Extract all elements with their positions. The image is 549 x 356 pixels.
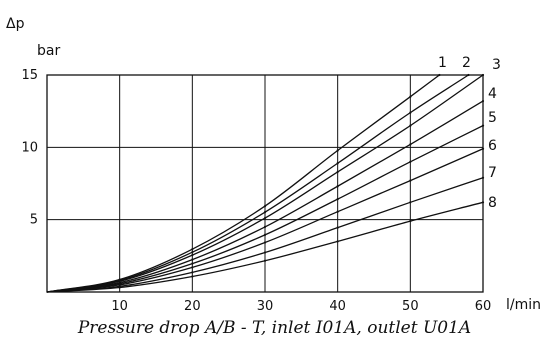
tick-labels: 10 20 30 40 50 60 5 10 15 — [21, 68, 491, 314]
data-point — [481, 124, 485, 127]
data-point — [481, 99, 485, 103]
data-point — [191, 266, 194, 269]
x-tick-label: 60 — [475, 299, 492, 314]
data-point — [409, 111, 412, 114]
data-point — [481, 176, 485, 179]
data-point — [263, 204, 267, 208]
data-point — [263, 241, 267, 244]
x-tick-label: 10 — [111, 299, 128, 314]
data-point — [409, 124, 412, 127]
y-tick-label: 15 — [21, 68, 38, 83]
data-point — [191, 248, 194, 251]
series-label-2: 2 — [462, 55, 471, 71]
data-point — [336, 149, 339, 152]
x-tick-label: 30 — [257, 299, 274, 314]
data-point — [191, 251, 194, 254]
data-point — [191, 258, 194, 261]
grid — [46, 74, 484, 293]
series-label-8: 8 — [488, 195, 497, 211]
series-group — [46, 73, 485, 293]
series-label-3: 3 — [492, 57, 501, 73]
series-labels: 1 2 3 4 5 6 7 8 — [438, 55, 501, 211]
data-point — [191, 275, 194, 278]
data-point — [336, 226, 339, 229]
series-label-6: 6 — [488, 138, 497, 154]
data-point — [263, 233, 267, 236]
data-point — [409, 160, 412, 163]
data-point — [263, 259, 267, 262]
y-tick-label: 10 — [21, 140, 38, 155]
data-point — [336, 210, 339, 213]
data-point — [481, 147, 485, 150]
data-point — [336, 170, 339, 174]
y-axis-label: Δp — [6, 16, 25, 32]
data-point — [118, 286, 121, 289]
data-point — [409, 95, 412, 98]
data-point — [191, 254, 194, 257]
x-tick-label: 40 — [329, 299, 346, 314]
data-point — [409, 201, 412, 204]
data-point — [191, 262, 194, 265]
x-tick-label: 50 — [402, 299, 419, 314]
data-point — [336, 162, 339, 165]
series-label-1: 1 — [438, 55, 447, 71]
data-point — [409, 179, 412, 182]
data-point — [409, 220, 412, 223]
series-label-5: 5 — [488, 110, 497, 126]
data-point — [467, 73, 470, 77]
x-axis-unit: l/min — [506, 297, 541, 313]
series-line-2 — [46, 74, 469, 293]
data-point — [263, 225, 267, 228]
data-point — [191, 271, 194, 274]
data-point — [336, 240, 339, 243]
series-label-7: 7 — [488, 165, 497, 181]
data-point — [336, 198, 339, 201]
data-point — [481, 201, 485, 204]
data-point — [263, 211, 267, 214]
data-point — [438, 73, 441, 77]
y-tick-label: 5 — [30, 213, 38, 228]
y-axis-unit: bar — [37, 43, 60, 59]
x-tick-label: 20 — [184, 299, 201, 314]
data-point — [263, 251, 267, 254]
data-point — [336, 185, 339, 188]
data-point — [263, 216, 267, 220]
series-label-4: 4 — [488, 86, 497, 102]
data-point — [409, 143, 412, 146]
chart-caption: Pressure drop A/B - T, inlet I01A, outle… — [77, 318, 472, 338]
data-point — [481, 73, 485, 77]
